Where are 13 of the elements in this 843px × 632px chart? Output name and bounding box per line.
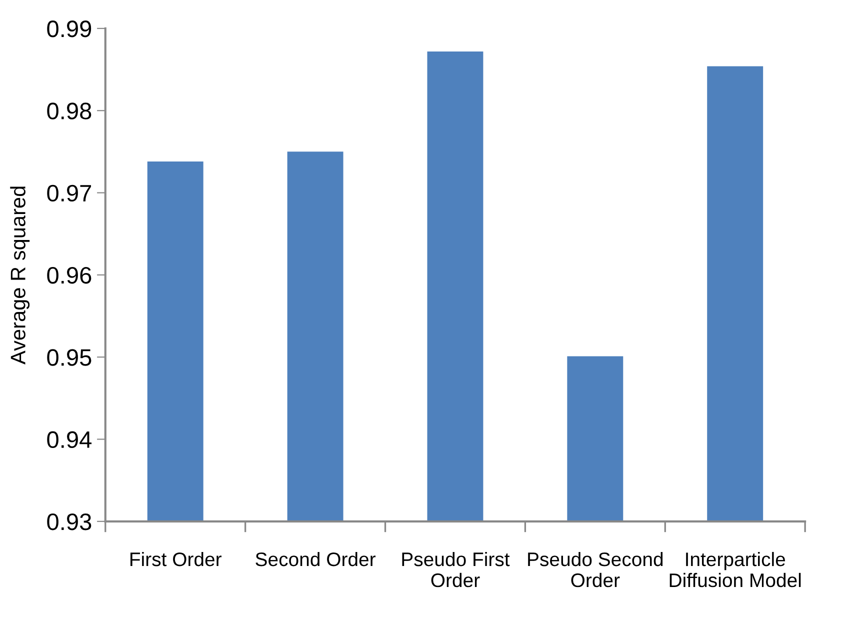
y-tick-label: 0.98 [47, 102, 92, 120]
y-tick-label: 0.94 [47, 431, 92, 448]
y-tick-label: 0.95 [47, 349, 92, 366]
x-tick-label: Pseudo Second Order [528, 552, 663, 588]
y-tick-label: 0.93 [47, 513, 92, 530]
y-tick-label: 0.99 [47, 20, 92, 38]
x-tick-label: Interparticle Diffusion Model [670, 552, 801, 588]
y-tick-label: 0.96 [47, 266, 92, 284]
y-axis-title: Average R squared [10, 186, 30, 364]
y-tick-label: 0.97 [47, 184, 91, 202]
x-tick-label: Second Order [256, 552, 376, 566]
x-tick-label: First Order [130, 552, 222, 566]
x-tick-label: Pseudo First Order [402, 552, 510, 588]
